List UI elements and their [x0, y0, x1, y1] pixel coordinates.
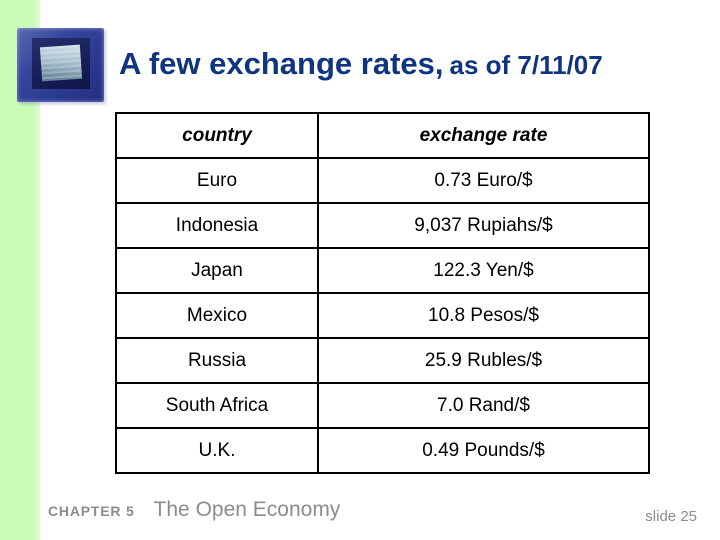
rate-cell: 7.0 Rand/$	[317, 382, 650, 429]
country-cell: Indonesia	[115, 202, 319, 249]
table-row: South Africa 7.0 Rand/$	[115, 382, 650, 429]
table-row: Japan 122.3 Yen/$	[115, 247, 650, 294]
table-row: Euro 0.73 Euro/$	[115, 157, 650, 204]
table-row: Russia 25.9 Rubles/$	[115, 337, 650, 384]
logo-window-pane	[39, 44, 83, 82]
rate-cell: 10.8 Pesos/$	[317, 292, 650, 339]
rate-cell: 0.49 Pounds/$	[317, 427, 650, 474]
logo-image	[17, 28, 104, 102]
chapter-label: CHAPTER 5	[48, 503, 135, 519]
slide-number: slide 25	[645, 508, 697, 525]
country-cell: Japan	[115, 247, 319, 294]
book-title: The Open Economy	[153, 498, 341, 521]
table-header-row: country exchange rate	[115, 112, 650, 159]
rate-cell: 122.3 Yen/$	[317, 247, 650, 294]
country-cell: U.K.	[115, 427, 319, 474]
country-cell: Mexico	[115, 292, 319, 339]
slide-title-date: as of 7/11/07	[449, 50, 603, 80]
table-row: Mexico 10.8 Pesos/$	[115, 292, 650, 339]
rate-cell: 9,037 Rupiahs/$	[317, 202, 650, 249]
country-cell: Euro	[115, 157, 319, 204]
country-cell: South Africa	[115, 382, 319, 429]
rate-cell: 25.9 Rubles/$	[317, 337, 650, 384]
rate-cell: 0.73 Euro/$	[317, 157, 650, 204]
table-row: Indonesia 9,037 Rupiahs/$	[115, 202, 650, 249]
slide-title-main: A few exchange rates,	[119, 46, 444, 81]
table-row: U.K. 0.49 Pounds/$	[115, 427, 650, 474]
slide-title: A few exchange rates, as of 7/11/07	[119, 46, 709, 82]
footer: CHAPTER 5 The Open Economy	[48, 498, 340, 522]
exchange-rate-table: country exchange rate Euro 0.73 Euro/$ I…	[115, 112, 650, 474]
column-header-country: country	[115, 112, 319, 159]
country-cell: Russia	[115, 337, 319, 384]
column-header-exchange-rate: exchange rate	[317, 112, 650, 159]
